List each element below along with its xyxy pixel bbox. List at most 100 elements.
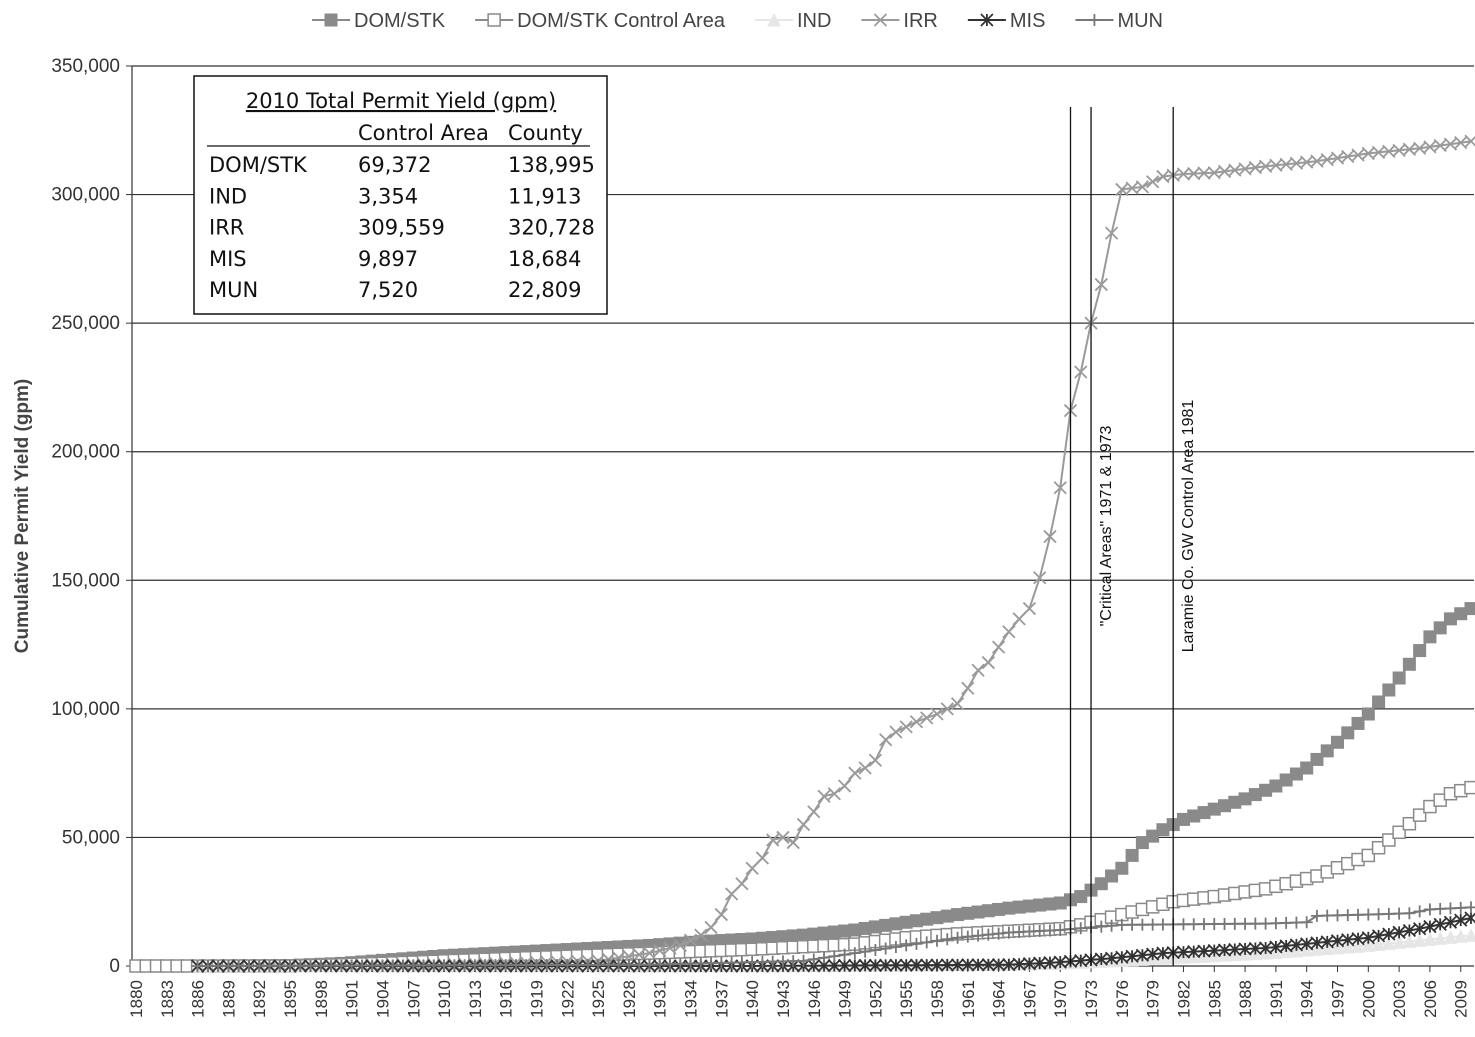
data-point	[1382, 936, 1396, 950]
data-point	[1207, 943, 1221, 958]
data-point	[1361, 848, 1376, 863]
data-point	[1146, 918, 1159, 931]
data-point	[1033, 571, 1047, 585]
data-point	[376, 959, 389, 972]
data-point	[1433, 621, 1447, 635]
data-point	[468, 959, 481, 972]
data-point	[1187, 166, 1201, 181]
data-point	[253, 959, 266, 972]
data-point	[1393, 907, 1406, 920]
data-point	[1402, 923, 1417, 938]
data-point	[1320, 744, 1334, 758]
data-point	[1443, 930, 1458, 944]
data-point	[1423, 919, 1437, 934]
data-point	[1074, 365, 1088, 379]
data-point	[1362, 908, 1375, 921]
x-tick-label: 2006	[1421, 980, 1440, 1018]
data-point	[653, 958, 666, 971]
data-point	[1290, 916, 1303, 929]
x-tick-label: 1970	[1051, 980, 1070, 1018]
data-point	[1464, 928, 1475, 942]
data-point	[971, 958, 985, 972]
x-tick-label: 1997	[1329, 980, 1348, 1018]
legend-label: DOM/STK Control Area	[517, 10, 726, 32]
x-tick-label: 1931	[651, 980, 670, 1018]
data-point	[1156, 946, 1170, 960]
data-point	[776, 830, 790, 845]
data-point	[1392, 825, 1406, 840]
data-point	[766, 955, 779, 968]
legend-item: IND	[754, 10, 831, 32]
data-point	[427, 959, 440, 972]
data-point	[1105, 919, 1118, 932]
data-point	[756, 955, 769, 968]
data-point	[448, 959, 461, 972]
inset-box	[193, 75, 608, 315]
data-point	[1371, 937, 1386, 951]
x-tick-label: 1934	[682, 980, 701, 1018]
data-point	[612, 958, 625, 971]
data-point	[1053, 955, 1067, 969]
data-point	[1053, 481, 1067, 495]
data-point	[345, 959, 358, 972]
data-point	[1074, 922, 1087, 935]
inset-table: 2010 Total Permit Yield (gpm) Control Are…	[193, 75, 608, 315]
data-point	[1465, 901, 1475, 914]
data-point	[1453, 929, 1468, 943]
data-point	[1361, 931, 1375, 945]
data-point	[1094, 952, 1108, 966]
data-point	[1402, 816, 1417, 831]
legend-item: IRR	[861, 10, 938, 32]
data-point	[1280, 916, 1293, 929]
x-tick-label: 1886	[189, 980, 208, 1018]
data-point	[1392, 671, 1406, 685]
data-point	[1176, 945, 1191, 959]
data-point	[325, 959, 338, 972]
x-tick-label: 1961	[959, 980, 978, 1018]
data-point	[1033, 956, 1047, 970]
data-point	[1382, 833, 1396, 847]
legend-label: IRR	[903, 10, 937, 32]
data-point	[920, 711, 934, 725]
data-point	[1136, 918, 1149, 931]
x-tick-label: 1901	[343, 980, 362, 1018]
inset-cell: 309,559	[358, 216, 445, 240]
data-point	[1094, 877, 1108, 891]
x-tick-label: 1907	[404, 980, 423, 1018]
data-point	[992, 927, 1005, 940]
data-point	[858, 958, 872, 973]
data-point	[489, 959, 502, 972]
data-point	[664, 958, 676, 971]
y-tick-label: 300,000	[51, 185, 120, 206]
data-point	[479, 959, 492, 972]
x-tick-label: 1964	[990, 980, 1009, 1018]
data-point	[704, 920, 718, 935]
inset-header: Control Area	[358, 121, 489, 145]
data-point	[1423, 932, 1437, 946]
data-point	[1012, 612, 1026, 626]
legend-marker	[980, 13, 994, 27]
data-point	[232, 959, 245, 972]
data-point	[294, 959, 307, 972]
data-point	[1464, 602, 1475, 616]
inset-header: County	[508, 121, 583, 145]
data-point	[838, 948, 851, 961]
data-point	[1382, 927, 1396, 941]
x-tick-label: 1976	[1113, 980, 1132, 1018]
legend-item: DOM/STK	[312, 10, 446, 32]
data-point	[1321, 909, 1334, 922]
legend-label: IND	[797, 10, 831, 32]
data-point	[1013, 926, 1026, 939]
data-point	[951, 931, 964, 944]
x-tick-label: 1910	[435, 980, 454, 1018]
data-point	[1043, 956, 1057, 970]
x-tick-label: 1985	[1205, 980, 1224, 1018]
x-tick-label: 1889	[219, 980, 238, 1018]
data-point	[1074, 953, 1088, 968]
data-point	[1022, 957, 1037, 971]
data-point	[633, 958, 646, 971]
y-axis-ticks: 0 50,000 100,000 150,000 200,000 250,000 300,0…	[51, 56, 132, 977]
data-point	[684, 957, 697, 970]
series-dom-stk	[191, 602, 1475, 973]
data-point	[900, 939, 913, 952]
